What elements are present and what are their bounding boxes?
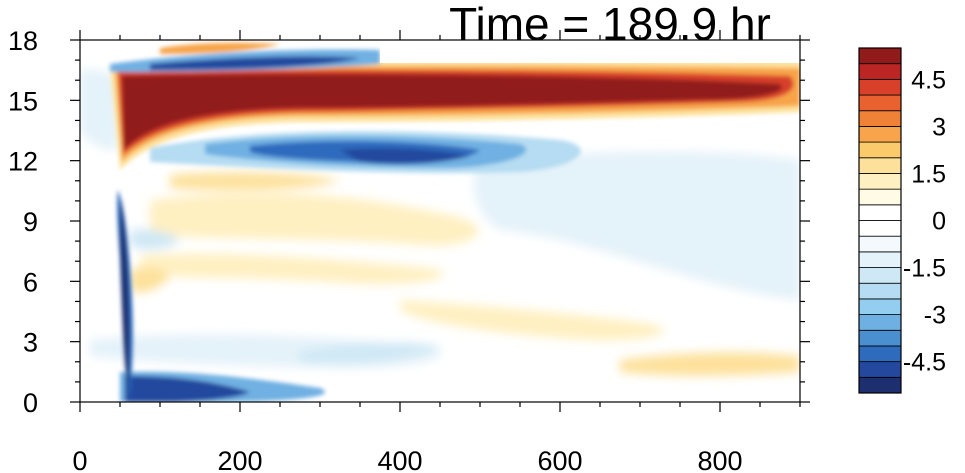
colorbar-swatch xyxy=(858,251,902,268)
colorbar-swatch xyxy=(858,282,902,300)
title-mask xyxy=(380,38,802,63)
weak-anomaly xyxy=(170,172,340,190)
weak-anomaly xyxy=(150,192,479,246)
colorbar-swatch xyxy=(858,78,902,96)
weak-anomaly xyxy=(130,267,170,293)
weak-anomaly xyxy=(130,229,180,250)
colorbar-swatch xyxy=(858,173,902,190)
colorbar-swatch xyxy=(858,361,902,378)
chart-title: Time = 189.9 hr xyxy=(449,0,771,50)
colorbar-swatch xyxy=(858,47,902,65)
colorbar-label: -3 xyxy=(924,302,946,330)
colorbar-swatch xyxy=(858,314,902,331)
y-tick-label: 0 xyxy=(23,388,38,418)
colorbar-swatch xyxy=(858,141,902,159)
weak-anomaly xyxy=(620,352,800,376)
colorbar-swatch xyxy=(858,126,902,143)
strong-anomalies xyxy=(110,42,800,402)
plot-area xyxy=(80,40,800,402)
strong-anomaly xyxy=(340,148,470,164)
weak-anomaly xyxy=(474,151,800,300)
colorbar-swatch xyxy=(858,235,902,253)
colorbar-swatch xyxy=(858,157,902,174)
colorbar-swatch xyxy=(858,63,902,80)
colorbar-label: -4.5 xyxy=(903,349,946,377)
y-axis: 0 3 6 9 12 15 18 xyxy=(8,26,810,418)
weak-anomaly xyxy=(80,69,118,150)
strong-anomaly xyxy=(120,200,130,395)
colorbar-label: -1.5 xyxy=(903,255,946,283)
y-tick-label: 12 xyxy=(8,147,38,177)
colorbar: 4.5 3 1.5 0 -1.5 -3 -4.5 xyxy=(858,47,946,394)
strong-anomaly xyxy=(150,56,360,70)
colorbar-swatch xyxy=(858,345,902,363)
colorbar-swatch xyxy=(858,94,902,112)
y-tick-label: 18 xyxy=(8,26,38,56)
y-tick-label: 3 xyxy=(23,328,38,358)
x-tick-label: 600 xyxy=(537,446,582,473)
x-axis: 0 200 400 600 800 xyxy=(72,30,801,473)
x-tick-label: 400 xyxy=(377,446,422,473)
y-tick-label: 9 xyxy=(23,207,38,237)
weak-anomaly xyxy=(300,342,440,364)
weak-anomaly xyxy=(140,253,444,285)
colorbar-label: 1.5 xyxy=(911,160,946,188)
colorbar-swatch xyxy=(858,298,902,315)
colorbar-label: 0 xyxy=(932,208,946,236)
y-tick-label: 15 xyxy=(8,86,38,116)
colorbar-swatch xyxy=(858,329,902,347)
x-tick-label: 200 xyxy=(217,446,262,473)
colorbar-label: 4.5 xyxy=(911,66,946,94)
strong-anomaly xyxy=(122,74,782,150)
strong-anomaly xyxy=(125,376,250,402)
colorbar-swatch xyxy=(858,204,902,221)
x-tick-label: 800 xyxy=(697,446,742,473)
colorbar-swatch xyxy=(858,188,902,206)
colorbar-frame xyxy=(858,47,902,394)
colorbar-swatch xyxy=(858,267,902,284)
field-layer xyxy=(80,42,800,402)
colorbar-swatch xyxy=(858,376,902,394)
x-tick-label: 0 xyxy=(72,446,87,473)
weak-anomaly xyxy=(400,300,665,341)
colorbar-swatch xyxy=(858,220,902,237)
colorbar-label: 3 xyxy=(932,113,946,141)
weak-anomalies xyxy=(80,59,800,376)
strong-anomaly xyxy=(160,42,280,54)
colorbar-swatch xyxy=(858,110,902,127)
y-tick-label: 6 xyxy=(23,267,38,297)
